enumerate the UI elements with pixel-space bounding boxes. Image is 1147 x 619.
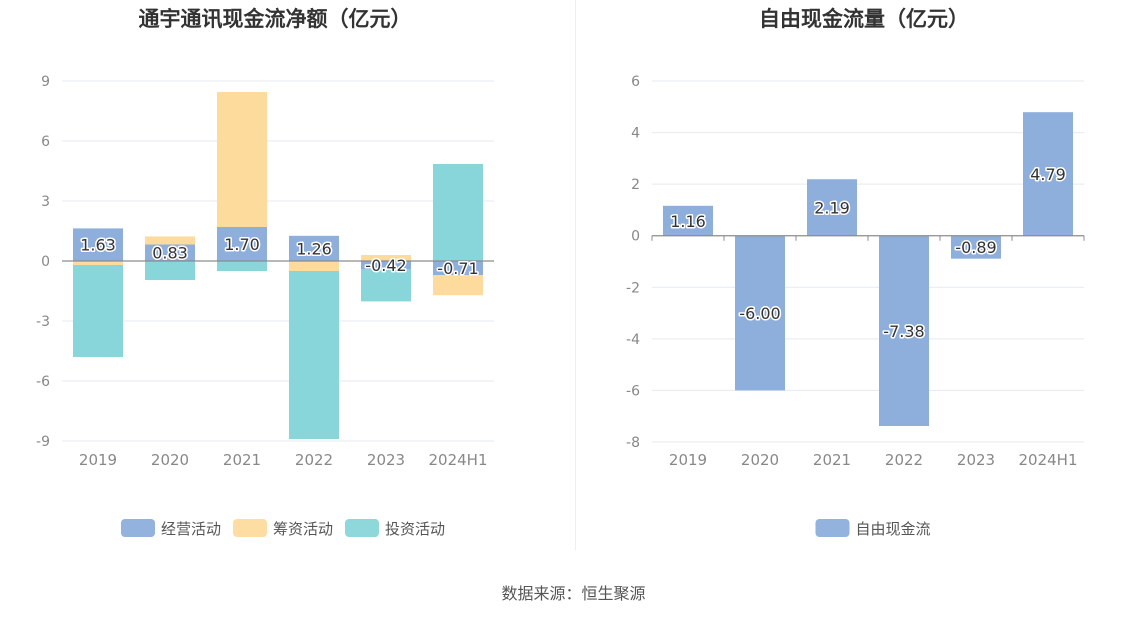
fcf-bar-自由现金流: [1023, 112, 1073, 236]
cfn-x-tick-label: 2022: [295, 451, 333, 469]
fcf-legend-label: 自由现金流: [856, 520, 931, 538]
cfn-data-label: -0.42: [365, 256, 406, 275]
cfn-bar-筹资活动: [361, 255, 411, 261]
cfn-bar-筹资活动: [433, 275, 483, 296]
cfn-bar-筹资活动: [145, 236, 195, 245]
cfn-legend-swatch: [121, 519, 155, 537]
cfn-title: 通宇通讯现金流净额（亿元）: [139, 7, 412, 31]
data-source: 数据来源：恒生聚源: [501, 584, 646, 603]
fcf-bar-自由现金流: [735, 235, 785, 391]
cfn-legend-swatch: [233, 519, 267, 537]
free-cash-flow-chart: 自由现金流量（亿元） 6 4 2 0 -2 -4 -6 -8 1.16 -6.00 2.19 -7.38…: [576, 0, 1147, 560]
fcf-bar-自由现金流: [663, 205, 713, 236]
fcf-data-label: -6.00: [739, 304, 780, 323]
fcf-x-tick-label: 2021: [813, 451, 851, 469]
cfn-x-tick-label: 2019: [79, 451, 117, 469]
cfn-data-label: 1.70: [224, 235, 260, 254]
cfn-y-tick-label: 9: [41, 74, 50, 90]
cfn-legend-swatch: [345, 519, 379, 537]
fcf-x-tick-label: 2023: [957, 451, 995, 469]
cfn-data-label: 0.83: [152, 244, 188, 263]
fcf-x-tick-label: 2024H1: [1019, 451, 1078, 469]
cfn-y-tick-label: 6: [41, 134, 50, 150]
cfn-y-tick-label: -9: [36, 434, 50, 450]
cfn-y-tick-label: 0: [41, 254, 50, 270]
cfn-legend-label: 筹资活动: [273, 520, 333, 538]
cfn-legend-label: 经营活动: [161, 520, 221, 538]
cfn-bar-投资活动: [145, 261, 195, 280]
fcf-data-label: 2.19: [814, 198, 850, 217]
cfn-bar-经营活动: [289, 235, 339, 261]
cfn-data-label: 1.63: [80, 236, 116, 255]
cfn-bar-投资活动: [73, 265, 123, 357]
cfn-x-tick-label: 2023: [367, 451, 405, 469]
cfn-bar-经营活动: [361, 261, 411, 270]
free-cash-flow-svg: 自由现金流量（亿元） 6 4 2 0 -2 -4 -6 -8 1.16 -6.00 2.19 -7.38…: [626, 7, 1085, 538]
cfn-bar-投资活动: [217, 261, 267, 271]
cfn-bar-筹资活动: [289, 261, 339, 271]
cfn-bar-投资活动: [361, 269, 411, 302]
cfn-x-tick-label: 2020: [151, 451, 189, 469]
cfn-data-label: 1.26: [296, 239, 332, 258]
cfn-bar-经营活动: [73, 228, 123, 261]
fcf-y-tick-label: -2: [626, 280, 640, 296]
cfn-y-tick-label: 3: [41, 194, 50, 210]
fcf-y-tick-label: 0: [631, 229, 640, 245]
fcf-data-label: -7.38: [883, 322, 924, 341]
cfn-x-tick-label: 2024H1: [429, 451, 488, 469]
cfn-bar-投资活动: [289, 271, 339, 439]
fcf-y-tick-label: -4: [626, 332, 640, 348]
cash-flow-net-svg: 通宇通讯现金流净额（亿元） 9 6 3 0 -3 -6 -9 1.63 0.83 1.70 1.26 -…: [36, 7, 494, 538]
cfn-y-tick-label: -3: [36, 314, 50, 330]
fcf-bar-自由现金流: [951, 235, 1001, 259]
fcf-y-tick-label: 2: [631, 177, 640, 193]
cfn-legend-label: 投资活动: [385, 520, 445, 538]
fcf-data-label: 1.16: [670, 212, 706, 231]
fcf-x-tick-label: 2020: [741, 451, 779, 469]
fcf-y-tick-label: -6: [626, 383, 640, 399]
fcf-y-tick-label: 4: [631, 126, 640, 142]
fcf-bar-自由现金流: [807, 179, 857, 236]
cfn-bar-筹资活动: [73, 261, 123, 265]
fcf-y-tick-label: -8: [626, 435, 640, 451]
cfn-bar-经营活动: [433, 261, 483, 276]
fcf-bar-自由现金流: [879, 235, 929, 427]
panel-divider: [575, 0, 576, 550]
fcf-y-tick-label: 6: [631, 74, 640, 90]
fcf-title: 自由现金流量（亿元）: [759, 7, 969, 31]
fcf-legend-swatch: [815, 519, 850, 537]
cfn-bar-筹资活动: [217, 92, 267, 227]
cfn-bar-投资活动: [433, 164, 483, 261]
cash-flow-net-chart: 通宇通讯现金流净额（亿元） 9 6 3 0 -3 -6 -9 1.63 0.83 1.70 1.26 -…: [0, 0, 573, 560]
cfn-data-label: -0.71: [437, 259, 478, 278]
cfn-bar-经营活动: [145, 244, 195, 261]
fcf-data-label: -0.89: [955, 238, 996, 257]
fcf-x-tick-label: 2019: [669, 451, 707, 469]
cfn-bar-经营活动: [217, 227, 267, 261]
fcf-data-label: 4.79: [1030, 165, 1066, 184]
cfn-y-tick-label: -6: [36, 374, 50, 390]
cfn-x-tick-label: 2021: [223, 451, 261, 469]
fcf-x-tick-label: 2022: [885, 451, 923, 469]
